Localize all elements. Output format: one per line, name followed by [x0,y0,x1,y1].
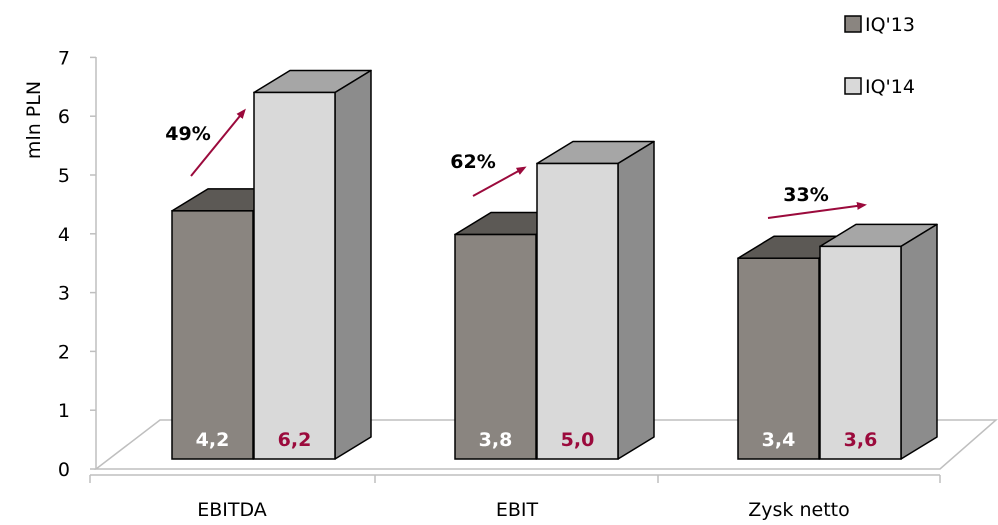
y-axis-title: mln PLN [23,81,45,159]
bar-value-label: 5,0 [561,429,595,451]
x-tick-label: Zysk netto [748,499,849,521]
bar-front-face [253,91,336,460]
y-tick-label: 5 [58,165,70,187]
growth-label: 49% [165,123,210,145]
growth-annotations: 49% 62% 33% [165,108,867,219]
y-axis: 0 1 2 3 4 5 6 7 mln PLN [23,47,97,481]
y-tick-label: 2 [58,341,70,363]
x-axis: EBITDA EBIT Zysk netto [89,474,941,521]
bar-front-face [454,233,537,460]
bar-2-3: 3,6 [819,223,938,460]
growth-arrow [767,201,867,219]
bar-value-label: 3,6 [844,429,878,451]
y-tick-label: 1 [58,400,70,422]
bar-value-label: 6,2 [278,429,312,451]
x-tick-label: EBITDA [197,499,267,521]
y-tick-label: 4 [58,224,70,246]
y-tick-label: 0 [58,459,70,481]
x-axis-labels: EBITDA EBIT Zysk netto [197,499,850,521]
legend-label: IQ'13 [865,14,915,36]
y-tick-label: 6 [58,106,70,128]
bar-value-label: 3,8 [479,429,513,451]
growth-arrow [190,108,246,177]
growth-arrow [472,166,527,197]
legend-swatch [844,15,862,33]
bar-side-face [334,69,372,460]
bar-front-face [171,210,254,460]
y-tick-label: 3 [58,283,70,305]
bar-side-face [617,140,655,460]
bar-value-label: 4,2 [196,429,230,451]
chart-floor [93,419,998,470]
bars: 4,2 6,2 3,8 5,0 3,4 3,6 [171,69,938,460]
y-tick-label: 7 [58,47,70,69]
legend-label: IQ'14 [865,76,915,98]
growth-label: 33% [783,184,828,206]
bar-value-label: 3,4 [762,429,796,451]
x-tick-label: EBIT [496,499,539,521]
y-axis-ticks: 0 1 2 3 4 5 6 7 [58,47,96,481]
legend-swatch [844,77,862,95]
bar-front-face [737,257,820,460]
x-axis-ticks [89,475,941,483]
growth-label: 62% [450,151,495,173]
bar-2-1: 6,2 [253,69,372,460]
bar-front-face [819,245,902,460]
legend: IQ'13 IQ'14 [844,14,915,98]
bar-side-face [900,223,938,460]
bar-2-2: 5,0 [536,140,655,460]
bar-front-face [536,162,619,460]
floor [93,419,998,470]
